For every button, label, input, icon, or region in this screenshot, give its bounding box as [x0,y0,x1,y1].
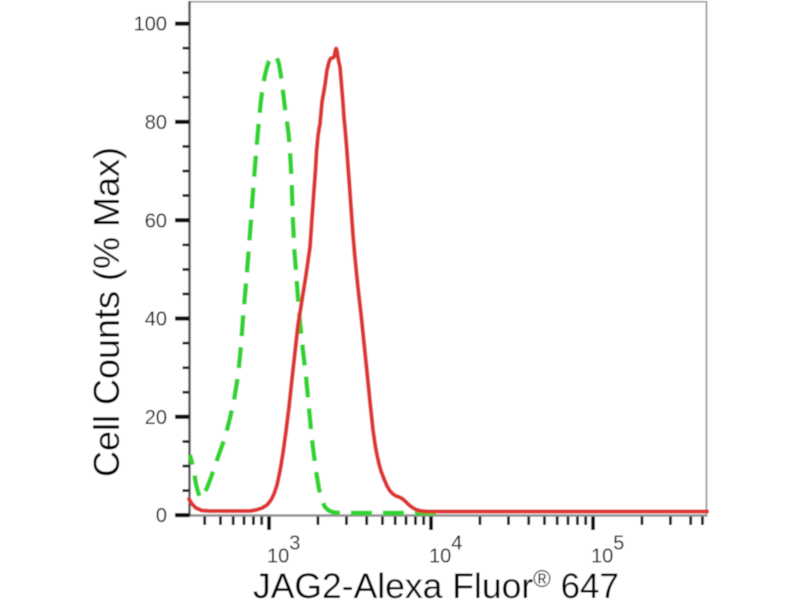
svg-text:20: 20 [145,407,167,429]
svg-text:100: 100 [134,14,167,36]
svg-text:0: 0 [156,505,167,527]
svg-text:60: 60 [145,210,167,232]
svg-text:80: 80 [145,112,167,134]
svg-text:40: 40 [145,309,167,331]
svg-text:Cell Counts (% Max): Cell Counts (% Max) [86,147,127,477]
svg-text:JAG2-Alexa Fluor® 647: JAG2-Alexa Fluor® 647 [253,566,619,600]
